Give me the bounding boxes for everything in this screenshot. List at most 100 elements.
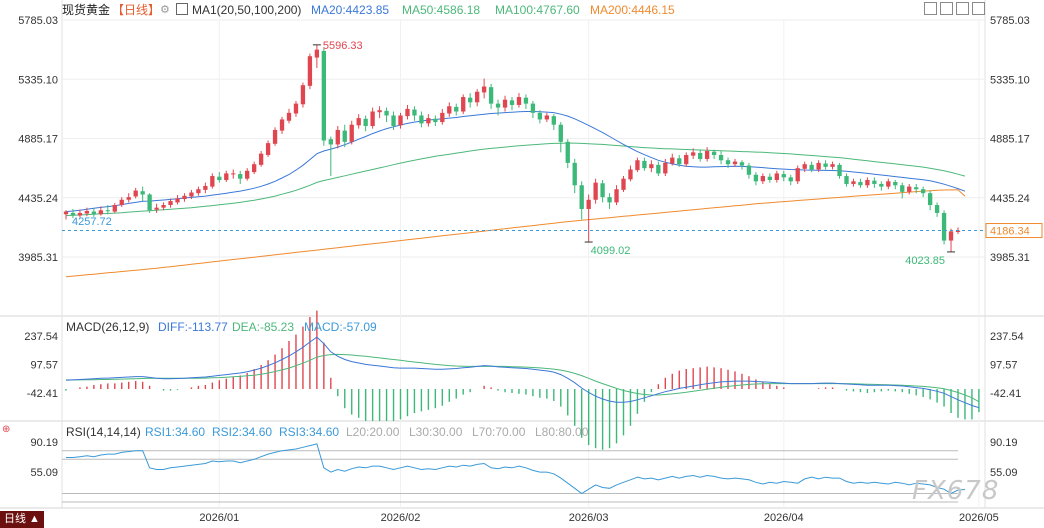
candle-body — [509, 100, 515, 105]
candle-body — [412, 109, 417, 116]
candle-body — [788, 177, 793, 182]
ma50-line — [65, 142, 966, 217]
candle-body — [865, 180, 870, 186]
candle-body — [224, 173, 229, 181]
ma100-value: MA100:4767.60 — [495, 3, 580, 17]
settings-gear-icon[interactable]: ⚙ — [160, 4, 170, 16]
candle-body — [238, 174, 243, 179]
candle-body — [691, 152, 696, 156]
candle-body — [363, 118, 368, 127]
current-price-box — [985, 223, 1043, 239]
candle-body — [189, 192, 194, 197]
candle-body — [91, 211, 97, 215]
candle-body — [314, 49, 320, 58]
candle-body — [774, 173, 779, 181]
candle-body — [941, 212, 947, 241]
scroll-icon[interactable] — [956, 2, 969, 15]
x-tick: 2026/01 — [199, 512, 239, 524]
candle-body — [133, 190, 138, 197]
candle-body — [628, 169, 633, 180]
macd-label: MACD(26,12,9) — [66, 320, 150, 334]
indicator-toggle-icon[interactable] — [176, 3, 188, 15]
candle-body — [488, 87, 494, 104]
candle-body — [447, 106, 452, 114]
candle-body — [349, 124, 354, 142]
candle-body — [830, 164, 835, 167]
ma20-line — [65, 111, 966, 213]
candle-body — [63, 211, 69, 215]
candle-body — [440, 112, 445, 123]
candle-body — [656, 164, 661, 174]
rsi-y-tick-right: 90.19 — [990, 437, 1018, 449]
macd-y-tick-right: 97.57 — [990, 359, 1018, 371]
candle-body — [161, 205, 166, 208]
candle-body — [286, 112, 292, 121]
candle-body — [837, 164, 842, 177]
candle-body — [851, 181, 856, 184]
candle-body — [321, 50, 327, 141]
candle-body — [858, 181, 863, 186]
candle-body — [119, 199, 124, 206]
candle-body — [711, 151, 717, 155]
candle-body — [879, 183, 884, 187]
candle-body — [593, 182, 598, 200]
candle-body — [516, 97, 522, 105]
brand-badge: 日线 ▲ — [0, 511, 44, 528]
rsi-l30: L30:30.00 — [409, 425, 463, 439]
candle-body — [725, 160, 731, 165]
y-tick-right: 3985.31 — [990, 252, 1030, 264]
candle-body — [147, 194, 152, 211]
candle-body — [495, 103, 501, 108]
candle-body — [210, 176, 215, 187]
rsi1-value: RSI1:34.60 — [145, 425, 206, 439]
candle-body — [586, 199, 591, 209]
candle-body — [920, 189, 926, 194]
candle-body — [614, 189, 619, 203]
candle-body — [718, 154, 724, 161]
y-tick-right: 5335.10 — [990, 74, 1030, 86]
candle-body — [105, 210, 110, 212]
candle-body — [405, 108, 410, 117]
period-label[interactable]: 【日线】 — [112, 3, 161, 17]
candle-body — [342, 130, 347, 142]
y-tick-left: 4435.24 — [18, 193, 58, 205]
candle-body — [572, 162, 577, 186]
candle-body — [84, 210, 90, 214]
zoom-in-icon[interactable] — [924, 2, 937, 15]
candle-body — [697, 153, 703, 159]
rsi-y-tick-left: 55.09 — [30, 467, 58, 479]
candle-body — [426, 118, 431, 124]
macd-y-tick-right: 237.54 — [990, 331, 1024, 343]
candle-body — [907, 186, 912, 192]
candle-body — [802, 164, 807, 169]
candle-body — [384, 110, 389, 116]
macd-y-tick-left: 97.57 — [30, 359, 58, 371]
candle-body — [635, 160, 640, 171]
candle-body — [140, 191, 145, 195]
rsi-label: RSI(14,14,14) — [66, 425, 141, 439]
candle-body — [753, 174, 759, 182]
rsi2-value: RSI2:34.60 — [212, 425, 273, 439]
zoom-out-icon[interactable] — [940, 2, 953, 15]
y-tick-right: 4885.17 — [990, 134, 1030, 146]
rsi-y-tick-left: 90.19 — [30, 437, 58, 449]
left-level-label: 4257.72 — [72, 216, 112, 228]
macd-diff-line — [65, 336, 980, 409]
candle-body — [704, 151, 710, 159]
macd-dea-value: DEA:-85.23 — [232, 320, 295, 334]
candle-body — [600, 183, 605, 198]
candle-body — [398, 115, 403, 126]
candle-body — [419, 115, 424, 124]
fullscreen-icon[interactable] — [972, 2, 985, 15]
candle-body — [816, 162, 821, 170]
ma50-value: MA50:4586.18 — [402, 3, 481, 17]
y-tick-right: 4435.24 — [990, 193, 1030, 205]
candle-body — [126, 197, 131, 200]
candle-body — [468, 97, 473, 103]
candle-body — [767, 176, 773, 181]
candle-body — [544, 115, 550, 120]
candle-body — [677, 158, 682, 165]
rsi-l70: L70:70.00 — [472, 425, 526, 439]
candle-body — [781, 174, 786, 178]
candle-body — [642, 160, 647, 169]
